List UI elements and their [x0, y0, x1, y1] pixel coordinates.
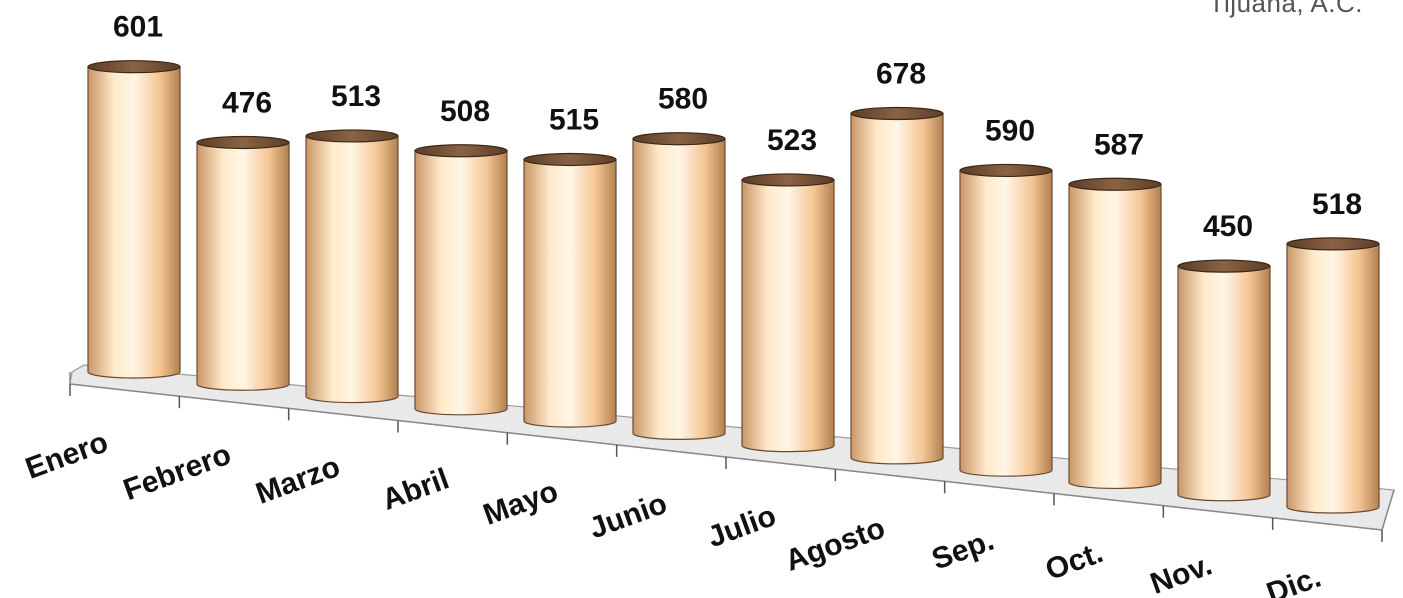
category-label: Agosto: [781, 511, 889, 577]
category-label: Nov.: [1146, 548, 1216, 598]
bar-junio: [632, 132, 726, 440]
bar-julio: [741, 173, 835, 453]
bar-mayo: [523, 152, 617, 428]
value-label: 523: [767, 124, 817, 157]
value-label: 580: [658, 83, 708, 116]
value-label: 587: [1094, 128, 1144, 161]
value-label: 508: [440, 95, 490, 128]
corner-text: Tijuana, A.C.: [1208, 0, 1363, 18]
bar-sep: [959, 163, 1053, 477]
bar-oct: [1068, 177, 1162, 490]
value-label: 601: [113, 11, 163, 44]
bar-agosto: [850, 106, 944, 465]
category-label: Dic.: [1262, 561, 1325, 598]
bar-nov: [1177, 259, 1271, 502]
bar-dic: [1286, 237, 1380, 514]
bars-layer: [87, 60, 1380, 514]
category-label: Sep.: [928, 524, 999, 577]
bar-enero: [87, 60, 181, 379]
category-label: Junio: [585, 487, 671, 545]
value-label: 450: [1203, 210, 1253, 243]
bar-marzo: [305, 129, 399, 404]
value-label: 513: [331, 80, 381, 113]
value-label: 518: [1312, 188, 1362, 221]
value-label: 678: [876, 57, 926, 90]
category-label: Julio: [703, 499, 780, 554]
category-label: Abril: [378, 462, 454, 516]
value-label: 476: [222, 86, 272, 119]
category-label: Mayo: [479, 475, 562, 532]
bar-febrero: [196, 135, 290, 391]
category-label: Enero: [21, 426, 112, 486]
category-label: Febrero: [119, 438, 235, 507]
value-label: 515: [549, 103, 599, 136]
bar-abril: [414, 144, 508, 416]
chart-floor: [69, 364, 1395, 542]
category-label: Oct.: [1041, 536, 1107, 587]
category-label: Marzo: [252, 450, 345, 511]
value-labels: 601 476 513 508 515 580 523 678 590 587 450 518: [113, 11, 1362, 243]
value-label: 590: [985, 114, 1035, 147]
